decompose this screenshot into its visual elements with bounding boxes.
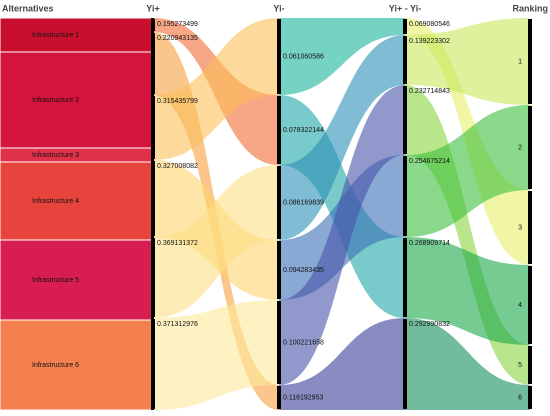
node-label: 0.254675214 [409, 158, 450, 165]
axis-node [277, 241, 281, 299]
flow [153, 18, 279, 160]
axis-node [277, 166, 281, 239]
axis-node [151, 18, 154, 410]
node-label: 0.369131372 [157, 240, 198, 247]
node-label: 3 [518, 224, 522, 231]
node-label: 0.094283435 [283, 267, 324, 274]
node-label: Infrastructure 4 [32, 198, 79, 205]
node-label: 2 [518, 144, 522, 151]
axis-node [277, 19, 281, 94]
node-label: 0.232714843 [409, 88, 450, 95]
axis-node [403, 156, 407, 236]
column-title: Yi+ - Yi- [389, 3, 421, 13]
axis-node [528, 386, 532, 409]
axis-node [403, 86, 407, 154]
node-label: 0.116192953 [283, 394, 323, 401]
axis-node [277, 96, 281, 164]
flow [153, 165, 279, 318]
alternative-block [0, 161, 153, 241]
node-label: 0.268909714 [409, 240, 450, 247]
node-label: 0.078322144 [283, 127, 324, 134]
node-label: 0.292990832 [409, 321, 450, 328]
node-label: 0.086169839 [283, 199, 324, 206]
column-title: Ranking [512, 3, 548, 13]
axis-node [403, 19, 407, 34]
flow [153, 300, 279, 410]
axis-node [528, 191, 532, 264]
node-label: 0.371312976 [157, 321, 198, 328]
node-label: 1 [518, 58, 522, 65]
flow [405, 105, 530, 237]
node-label: Infrastructure 2 [32, 97, 79, 104]
node-label: Infrastructure 5 [32, 277, 79, 284]
flow [405, 237, 530, 345]
flow [279, 35, 405, 240]
column-title: Yi- [273, 3, 284, 13]
column-title: Yi+ [146, 3, 159, 13]
node-label: 0.061060586 [283, 53, 324, 60]
node-label: 4 [518, 302, 522, 309]
axis-node [528, 346, 532, 384]
flow [279, 318, 405, 410]
axis-node [403, 36, 407, 84]
axis-node [277, 386, 281, 409]
flow [279, 85, 405, 385]
flow [405, 318, 530, 410]
axis-node [403, 238, 407, 317]
axis-node [528, 266, 532, 344]
node-label: 0.139223302 [409, 38, 450, 45]
node-label: 0.100221658 [283, 339, 324, 346]
alternative-block [0, 17, 153, 53]
labels: Alternatives Infrastructure 1 Infrastructu… [2, 3, 548, 401]
node-label: 5 [518, 362, 522, 369]
node-label: Infrastructure 1 [32, 32, 79, 39]
flows [150, 18, 530, 410]
axis-node [277, 301, 281, 384]
node-label: Infrastructure 6 [32, 362, 79, 369]
node-label: 0.195273499 [157, 21, 198, 28]
column-title: Alternatives [2, 3, 54, 13]
node-label: 0.315435799 [157, 98, 198, 105]
flow [405, 18, 530, 105]
axis-node [403, 319, 407, 409]
alternative-block [0, 239, 153, 321]
axis-node [528, 19, 532, 104]
flow [279, 18, 405, 95]
nodes [0, 17, 532, 411]
node-label: 0.327008082 [157, 163, 198, 170]
node-label: 6 [518, 394, 522, 401]
node-label: 0.069080546 [409, 21, 450, 28]
node-label: 0.220943135 [157, 35, 198, 42]
axis-node [528, 106, 532, 189]
node-label: Infrastructure 3 [32, 152, 79, 159]
